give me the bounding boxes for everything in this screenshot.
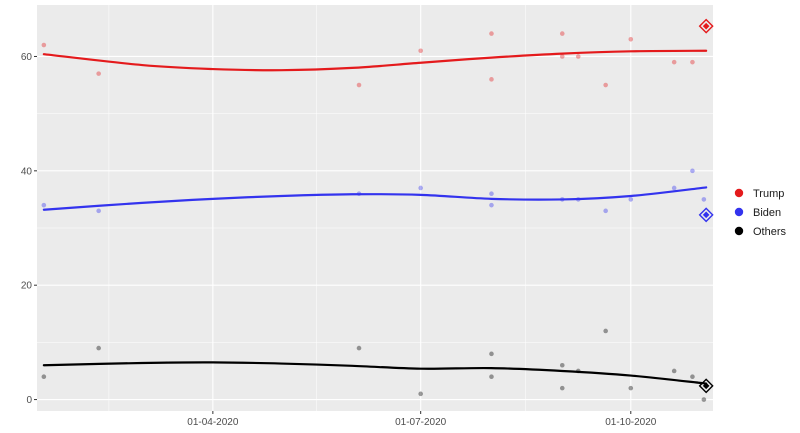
y-tick-label: 40 (21, 166, 33, 177)
poll-point-biden (41, 202, 47, 208)
minor-gridlines (37, 5, 713, 411)
trend-lines (42, 49, 708, 385)
trend-line-biden (42, 186, 708, 211)
poll-point-others (690, 374, 695, 379)
poll-point-trump (603, 82, 608, 88)
x-tick-label: 01-04-2020 (187, 417, 239, 428)
poll-point-others (356, 345, 362, 351)
poll-point-biden (628, 197, 634, 202)
poll-point-trump (489, 31, 494, 36)
poll-point-biden (489, 191, 494, 197)
poll-point-biden (701, 197, 707, 202)
legend-label-biden: Biden (753, 207, 781, 219)
x-axis: 01-04-2020 01-07-2020 01-10-2020 (187, 411, 657, 428)
poll-point-others (559, 362, 565, 368)
poll-point-trump (575, 54, 581, 59)
legend-item-biden: Biden (734, 207, 781, 219)
poll-point-trump (41, 42, 47, 48)
poll-point-others (418, 391, 423, 397)
poll-point-others (489, 374, 494, 379)
poll-point-trump (418, 48, 423, 54)
legend-label-others: Others (753, 226, 787, 238)
poll-point-others (96, 345, 101, 351)
x-tick-label: 01-07-2020 (395, 417, 447, 428)
trend-line-trump (42, 49, 708, 72)
poll-point-trump (671, 59, 677, 65)
legend: Trump Biden Others (734, 188, 787, 238)
poll-point-others (489, 351, 494, 357)
poll-point-trump (559, 54, 565, 59)
result-marker-biden (698, 207, 714, 223)
poll-point-biden (603, 208, 608, 214)
poll-point-others (559, 385, 565, 391)
poll-point-biden (96, 208, 101, 214)
result-marker-others (698, 378, 714, 394)
legend-key-biden (734, 207, 744, 217)
trend-line-others (42, 361, 708, 385)
poll-point-trump (96, 71, 101, 76)
poll-point-others (41, 374, 47, 379)
poll-point-others (671, 368, 677, 374)
result-marker-trump (698, 18, 714, 34)
poll-point-trump (628, 37, 634, 42)
result-markers (698, 18, 714, 394)
poll-point-others (628, 385, 634, 391)
poll-point-biden (489, 202, 494, 208)
poll-point-trump (690, 59, 695, 65)
x-tick-label: 01-10-2020 (605, 417, 657, 428)
major-gridlines (37, 5, 713, 411)
legend-item-trump: Trump (734, 188, 784, 200)
poll-point-others (701, 397, 707, 402)
poll-point-trump (356, 82, 362, 88)
legend-key-others (734, 226, 744, 236)
poll-point-biden (671, 185, 677, 191)
y-axis: 0 20 40 60 (21, 52, 37, 406)
poll-point-trump (489, 77, 494, 82)
legend-item-others: Others (734, 226, 787, 238)
poll-points (41, 31, 707, 402)
poll-point-biden (418, 185, 423, 191)
y-tick-label: 0 (26, 395, 32, 406)
poll-point-trump (559, 31, 565, 36)
poll-point-biden (690, 168, 695, 174)
poll-point-others (603, 328, 608, 334)
plot-panel (37, 5, 713, 411)
y-tick-label: 60 (21, 52, 33, 63)
legend-key-trump (734, 188, 744, 198)
legend-label-trump: Trump (753, 188, 784, 200)
y-tick-label: 20 (21, 281, 33, 292)
